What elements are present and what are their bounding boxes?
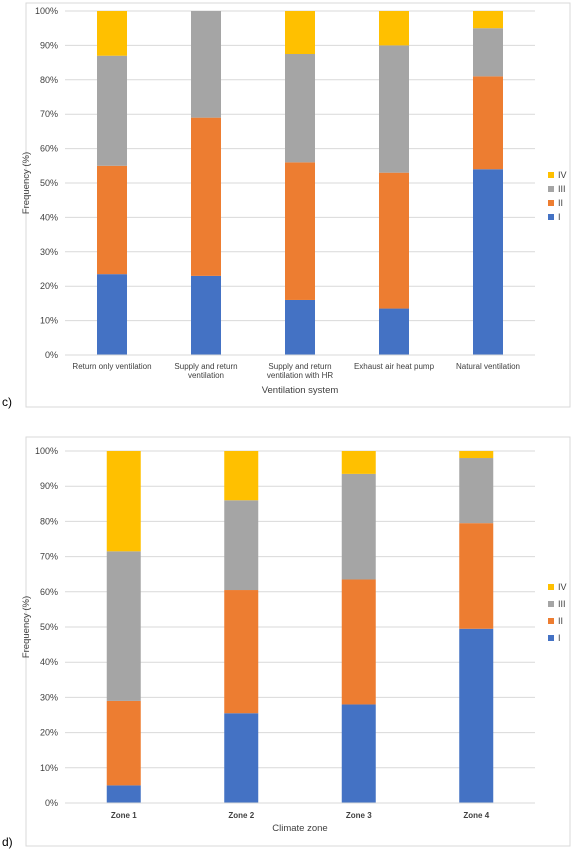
bar-segment-III [106, 551, 141, 701]
legend-label-III: III [558, 599, 566, 609]
bar-segment-II [97, 165, 127, 275]
y-tick-label: 0% [45, 798, 58, 808]
bar-segment-I [285, 299, 315, 355]
bar-segment-III [379, 45, 409, 173]
legend-swatch-II [548, 200, 554, 206]
x-tick-label: Supply and return [268, 362, 331, 371]
legend-swatch-III [548, 601, 554, 607]
bar-segment-IV [285, 11, 315, 54]
bar-segment-I [379, 308, 409, 355]
chart-frame [25, 2, 571, 408]
panel-label: d) [2, 835, 13, 849]
legend-label-III: III [558, 184, 566, 194]
bar-segment-I [473, 169, 503, 355]
legend-swatch-I [548, 214, 554, 220]
y-tick-label: 30% [40, 692, 58, 702]
y-tick-label: 0% [45, 350, 58, 360]
bar-segment-III [97, 55, 127, 166]
bar-segment-I [97, 274, 127, 355]
bar-segment-III [473, 28, 503, 77]
bar-segment-II [459, 523, 494, 629]
legend-swatch-IV [548, 584, 554, 590]
legend-label-IV: IV [558, 582, 567, 592]
bar-segment-II [285, 162, 315, 300]
panel-label: c) [2, 395, 12, 409]
legend-label-IV: IV [558, 170, 567, 180]
bar-segment-IV [379, 11, 409, 46]
y-axis-title: Frequency (%) [21, 596, 32, 658]
y-tick-label: 40% [40, 212, 58, 222]
y-tick-label: 60% [40, 144, 58, 154]
y-tick-label: 50% [40, 622, 58, 632]
y-tick-label: 20% [40, 281, 58, 291]
y-tick-label: 20% [40, 728, 58, 738]
x-axis-title: Ventilation system [262, 385, 339, 396]
x-tick-label: ventilation with HR [267, 371, 333, 380]
legend-label-II: II [558, 198, 563, 208]
x-tick-label: Exhaust air heat pump [354, 362, 435, 371]
chart-panel-1: 0% 10% 20% 30% 40% 50% 60% 70% 80% 90% 100% Zone 1 Z… [2, 436, 571, 849]
bar-segment-II [191, 117, 221, 276]
bar-segment-I [191, 275, 221, 355]
bar-segment-III [341, 473, 376, 580]
y-tick-label: 30% [40, 247, 58, 257]
y-tick-label: 40% [40, 657, 58, 667]
bar-segment-II [106, 700, 141, 786]
y-tick-label: 80% [40, 75, 58, 85]
bar-segment-III [459, 458, 494, 524]
bar-segment-III [224, 500, 259, 591]
y-axis-title: Frequency (%) [21, 152, 32, 214]
y-tick-label: 100% [35, 6, 58, 16]
bar-segment-III [191, 11, 221, 118]
y-tick-label: 50% [40, 178, 58, 188]
x-tick-label: Zone 2 [228, 811, 254, 820]
y-tick-label: 10% [40, 763, 58, 773]
legend-swatch-II [548, 618, 554, 624]
x-tick-label: Natural ventilation [456, 362, 520, 371]
y-tick-label: 10% [40, 316, 58, 326]
legend-swatch-III [548, 186, 554, 192]
y-tick-label: 100% [35, 446, 58, 456]
bar-segment-III [285, 54, 315, 163]
x-tick-label: ventilation [188, 371, 224, 380]
bar-segment-I [224, 713, 259, 803]
bar-segment-II [224, 590, 259, 714]
bar-segment-II [473, 76, 503, 170]
x-tick-label: Zone 3 [346, 811, 372, 820]
x-tick-label: Zone 1 [111, 811, 137, 820]
chart-frame [25, 436, 571, 847]
legend-swatch-I [548, 635, 554, 641]
y-tick-label: 70% [40, 552, 58, 562]
x-axis-title: Climate zone [272, 823, 327, 834]
legend-swatch-IV [548, 172, 554, 178]
y-tick-label: 90% [40, 40, 58, 50]
bar-segment-IV [97, 11, 127, 56]
chart-panel-0: 0% 10% 20% 30% 40% 50% 60% 70% 80% 90% 100% Return … [2, 2, 571, 409]
x-tick-label: Supply and return [174, 362, 237, 371]
y-tick-label: 60% [40, 587, 58, 597]
legend-label-I: I [558, 212, 561, 222]
y-tick-label: 70% [40, 109, 58, 119]
y-tick-label: 80% [40, 516, 58, 526]
bar-segment-I [459, 628, 494, 803]
x-tick-label: Return only ventilation [72, 362, 151, 371]
bar-segment-IV [106, 451, 141, 552]
bar-segment-IV [341, 451, 376, 474]
bar-segment-I [341, 704, 376, 803]
bar-segment-II [379, 172, 409, 309]
legend-label-I: I [558, 633, 561, 643]
bar-segment-IV [224, 451, 259, 501]
y-tick-label: 90% [40, 481, 58, 491]
bar-segment-II [341, 579, 376, 705]
bar-segment-I [106, 785, 141, 803]
legend-label-II: II [558, 616, 563, 626]
x-tick-label: Zone 4 [463, 811, 489, 820]
bar-segment-IV [473, 11, 503, 29]
bar-segment-IV [459, 451, 494, 459]
